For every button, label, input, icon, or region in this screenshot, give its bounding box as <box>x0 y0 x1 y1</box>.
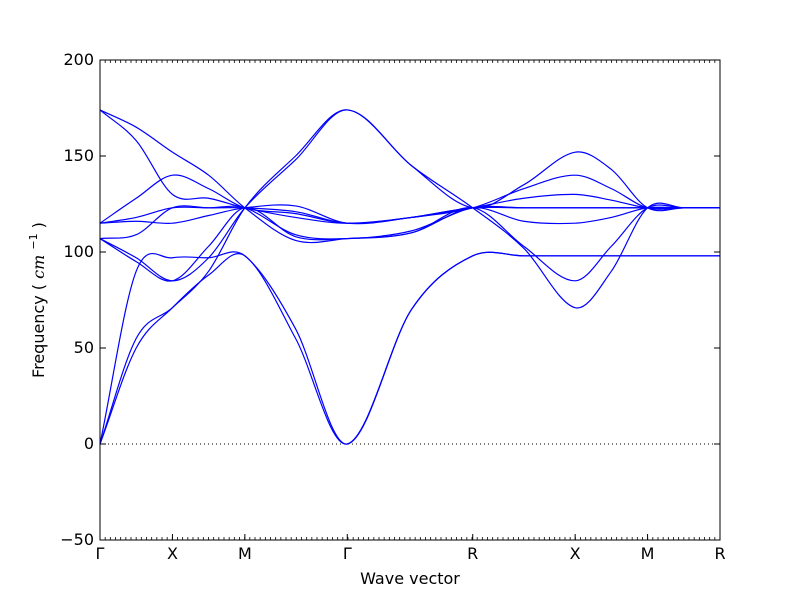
y-tick-label: 50 <box>74 338 94 357</box>
y-tick-label: −50 <box>60 530 94 549</box>
x-tick-label: X <box>167 544 178 563</box>
x-tick-label: M <box>238 544 252 563</box>
y-tick-label: 150 <box>63 146 94 165</box>
x-tick-label: R <box>714 544 725 563</box>
y-axis-label: Frequency ( cm −1 ) <box>22 222 48 378</box>
band-line-9 <box>99 206 720 224</box>
axis-ticks: −50 0 50 100 150 200 Γ X M Γ R X M R <box>60 50 725 563</box>
x-axis-label: Wave vector <box>360 569 460 588</box>
y-axis-label-unit: cm <box>29 255 48 279</box>
x-tick-label: Γ <box>343 544 352 563</box>
y-tick-label: 0 <box>84 434 94 453</box>
x-tick-label: M <box>641 544 655 563</box>
y-axis-label-text: Frequency <box>29 295 48 378</box>
y-tick-label: 200 <box>63 50 94 69</box>
band-line-3 <box>99 251 720 445</box>
x-tick-label: X <box>570 544 581 563</box>
y-tick-label: 100 <box>63 242 94 261</box>
plot-frame <box>99 59 721 541</box>
band-line-6 <box>99 109 720 244</box>
x-tick-label: Γ <box>96 544 105 563</box>
band-line-4 <box>99 109 720 309</box>
band-line-1 <box>99 109 720 445</box>
y-axis-label-close-paren: ) <box>29 222 48 228</box>
y-axis-label-open-paren: ( <box>29 284 48 290</box>
band-line-2 <box>99 251 720 445</box>
band-line-11 <box>99 205 720 240</box>
y-axis-label-unit-exponent: −1 <box>27 233 40 249</box>
plot-area <box>99 109 720 445</box>
x-tick-label: R <box>467 544 478 563</box>
